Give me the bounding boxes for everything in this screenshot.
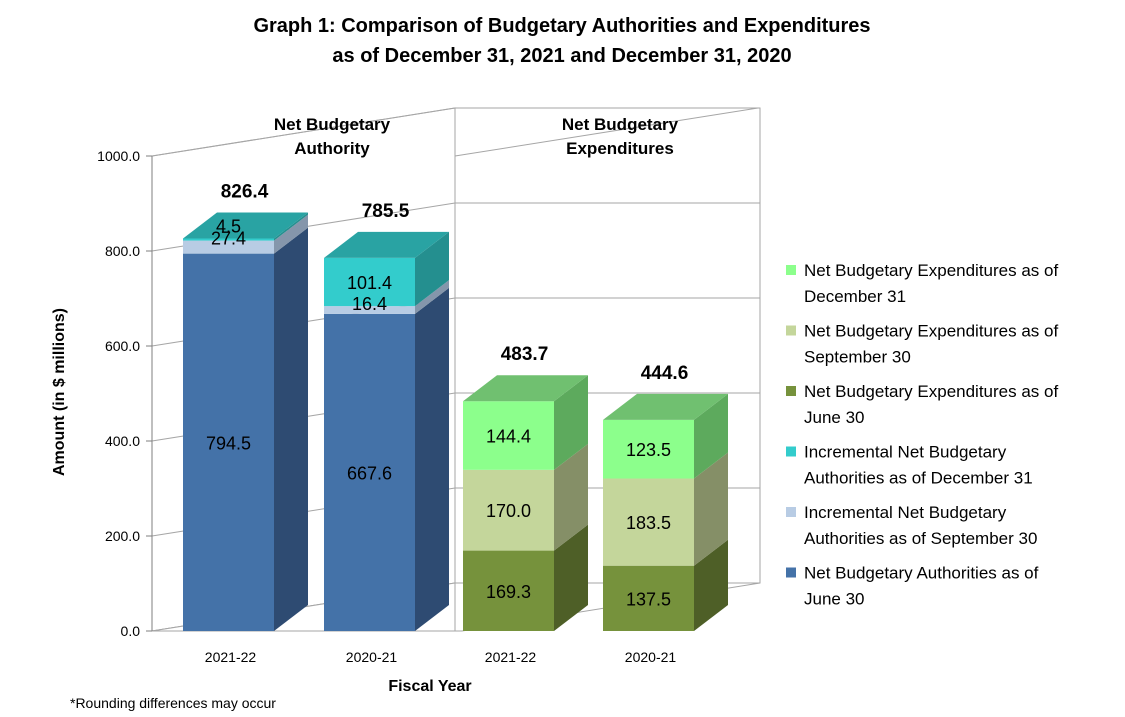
bar-segment xyxy=(183,238,274,241)
total-label: 785.5 xyxy=(362,201,410,222)
data-label: 144.4 xyxy=(486,427,531,447)
bar-segment-side xyxy=(415,280,449,314)
legend-label: Net Budgetary Authorities as of xyxy=(804,564,1039,583)
y-tick-label: 1000.0 xyxy=(97,148,140,164)
data-label: 101.4 xyxy=(347,273,392,293)
data-label: 27.4 xyxy=(211,229,246,249)
x-tick-label: 2020-21 xyxy=(625,649,677,665)
bar-segment xyxy=(603,565,694,631)
bar-segment xyxy=(463,550,554,631)
y-tick-label: 200.0 xyxy=(105,528,140,544)
total-label: 444.6 xyxy=(641,363,689,384)
legend-label: Authorities as of September 30 xyxy=(804,529,1037,548)
x-axis-title: Fiscal Year xyxy=(388,678,471,695)
bar-segment xyxy=(463,401,554,470)
legend-label: Incremental Net Budgetary xyxy=(804,503,1007,522)
data-label: 169.3 xyxy=(486,582,531,602)
chart-title-line2: as of December 31, 2021 and December 31,… xyxy=(332,45,791,67)
group-divider-top xyxy=(454,107,759,157)
bar-segment xyxy=(603,419,694,479)
legend-swatch xyxy=(786,507,796,517)
y-axis-title: Amount (in $ millions) xyxy=(51,308,68,476)
chart-bars xyxy=(183,212,728,632)
group-label-authority-line1: Net Budgetary xyxy=(274,115,391,134)
group-label-expenditures-line2: Expenditures xyxy=(566,139,674,158)
bar-segment-side xyxy=(694,539,728,631)
legend-swatch xyxy=(786,446,796,457)
legend-swatch xyxy=(786,265,796,275)
data-label: 183.5 xyxy=(626,513,671,533)
data-label: 16.4 xyxy=(352,294,387,314)
y-tick-label: 0.0 xyxy=(121,623,141,639)
data-label: 4.5 xyxy=(216,216,241,236)
y-tick-label: 800.0 xyxy=(105,243,140,259)
bar-segment xyxy=(603,478,694,566)
data-label: 170.0 xyxy=(486,501,531,521)
bar-top xyxy=(183,212,308,239)
legend: Net Budgetary Expenditures as of December… xyxy=(786,261,1058,609)
legend-label: June 30 xyxy=(804,408,865,427)
bar-segment-side xyxy=(274,214,308,254)
data-label: 667.6 xyxy=(347,463,392,483)
bar-segment-side xyxy=(415,231,449,307)
bar-segment-side xyxy=(274,227,308,632)
legend-label: December 31 xyxy=(804,287,906,306)
bar-segment-side xyxy=(554,524,588,631)
bar-segment xyxy=(183,253,274,632)
bar-segment-side xyxy=(274,212,308,241)
gridline-side xyxy=(151,107,456,157)
legend-label: June 30 xyxy=(804,590,865,609)
bar-segment xyxy=(463,469,554,551)
legend-label: Net Budgetary Expenditures as of xyxy=(804,322,1058,341)
bar-segment-side xyxy=(694,393,728,479)
bar-segment xyxy=(324,313,415,631)
x-tick-label: 2021-22 xyxy=(205,649,257,665)
total-label: 826.4 xyxy=(221,181,269,202)
legend-label: Authorities as of December 31 xyxy=(804,469,1033,488)
x-tick-label: 2021-22 xyxy=(485,649,537,665)
y-tick-label: 400.0 xyxy=(105,433,140,449)
bar-top xyxy=(324,231,449,258)
x-tick-label: 2020-21 xyxy=(346,649,398,665)
data-label: 123.5 xyxy=(626,440,671,460)
bar-top xyxy=(463,375,588,402)
bar-segment-side xyxy=(694,452,728,566)
legend-label: Net Budgetary Expenditures as of xyxy=(804,382,1058,401)
legend-swatch xyxy=(786,325,796,336)
legend-swatch xyxy=(786,386,796,396)
total-label: 483.7 xyxy=(501,344,549,365)
group-label-authority-line2: Authority xyxy=(294,139,370,158)
chart-text: Graph 1: Comparison of Budgetary Authori… xyxy=(51,15,871,711)
group-label-expenditures-line1: Net Budgetary xyxy=(562,115,679,134)
data-label: 794.5 xyxy=(206,433,251,453)
y-tick-label: 600.0 xyxy=(105,338,140,354)
data-label: 137.5 xyxy=(626,589,671,609)
bar-segment xyxy=(324,257,415,307)
legend-label: September 30 xyxy=(804,348,911,367)
bar-top xyxy=(603,393,728,420)
legend-swatch xyxy=(786,567,796,578)
bar-segment-side xyxy=(415,287,449,631)
bar-segment xyxy=(183,240,274,254)
legend-label: Incremental Net Budgetary xyxy=(804,443,1007,462)
bar-segment-side xyxy=(554,443,588,551)
legend-label: Net Budgetary Expenditures as of xyxy=(804,261,1058,280)
bar-segment-side xyxy=(554,375,588,470)
bar-segment xyxy=(324,306,415,314)
chart-title-line1: Graph 1: Comparison of Budgetary Authori… xyxy=(253,15,870,37)
footnote: *Rounding differences may occur xyxy=(70,695,276,711)
